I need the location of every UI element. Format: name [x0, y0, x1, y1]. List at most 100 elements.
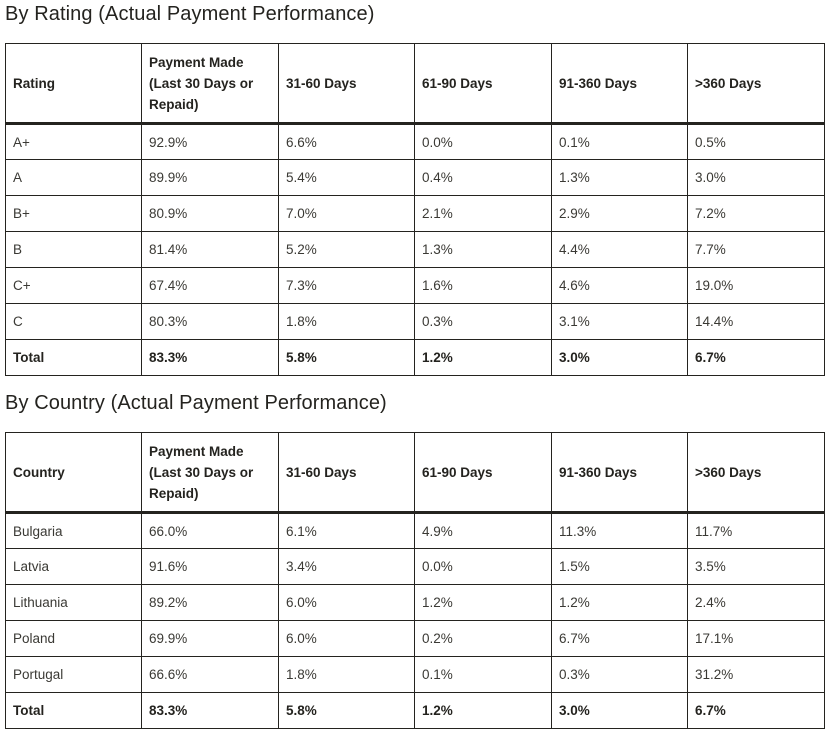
cell-payment-made: 92.9% — [141, 123, 279, 160]
cell-31-60-days: 1.8% — [278, 656, 415, 693]
table-row: B+ 80.9% 7.0% 2.1% 2.9% 7.2% — [5, 195, 825, 232]
cell-61-90-days: 0.4% — [414, 159, 552, 196]
total-over-360-days: 6.7% — [687, 692, 825, 729]
table-row: B 81.4% 5.2% 1.3% 4.4% 7.7% — [5, 231, 825, 268]
column-header-61-90-days: 61-90 Days — [414, 43, 552, 125]
column-header-over-360-days: >360 Days — [687, 432, 825, 514]
cell-61-90-days: 0.1% — [414, 656, 552, 693]
column-header-over-360-days: >360 Days — [687, 43, 825, 125]
cell-61-90-days: 2.1% — [414, 195, 552, 232]
table-row: Poland 69.9% 6.0% 0.2% 6.7% 17.1% — [5, 620, 825, 657]
cell-31-60-days: 7.3% — [278, 267, 415, 304]
cell-over-360-days: 17.1% — [687, 620, 825, 657]
country-section-title: By Country (Actual Payment Performance) — [5, 392, 387, 414]
cell-31-60-days: 5.4% — [278, 159, 415, 196]
cell-payment-made: 89.2% — [141, 584, 279, 621]
table-header-row: Rating Payment Made (Last 30 Days or Rep… — [5, 43, 825, 125]
total-over-360-days: 6.7% — [687, 339, 825, 376]
table-row: C 80.3% 1.8% 0.3% 3.1% 14.4% — [5, 303, 825, 340]
cell-over-360-days: 3.0% — [687, 159, 825, 196]
cell-91-360-days: 4.4% — [551, 231, 688, 268]
cell-61-90-days: 0.0% — [414, 123, 552, 160]
cell-91-360-days: 1.5% — [551, 548, 688, 585]
cell-91-360-days: 1.3% — [551, 159, 688, 196]
row-label: Lithuania — [5, 584, 142, 621]
cell-61-90-days: 1.3% — [414, 231, 552, 268]
column-header-31-60-days: 31-60 Days — [278, 432, 415, 514]
cell-payment-made: 67.4% — [141, 267, 279, 304]
table-row: Bulgaria 66.0% 6.1% 4.9% 11.3% 11.7% — [5, 512, 825, 549]
cell-over-360-days: 3.5% — [687, 548, 825, 585]
cell-91-360-days: 6.7% — [551, 620, 688, 657]
cell-91-360-days: 11.3% — [551, 512, 688, 549]
row-label: Poland — [5, 620, 142, 657]
column-header-payment-made: Payment Made (Last 30 Days or Repaid) — [141, 432, 279, 514]
table-row: Latvia 91.6% 3.4% 0.0% 1.5% 3.5% — [5, 548, 825, 585]
cell-91-360-days: 0.1% — [551, 123, 688, 160]
table-row: C+ 67.4% 7.3% 1.6% 4.6% 19.0% — [5, 267, 825, 304]
cell-31-60-days: 5.2% — [278, 231, 415, 268]
table-row: Lithuania 89.2% 6.0% 1.2% 1.2% 2.4% — [5, 584, 825, 621]
cell-91-360-days: 0.3% — [551, 656, 688, 693]
total-payment-made: 83.3% — [141, 339, 279, 376]
total-61-90-days: 1.2% — [414, 692, 552, 729]
cell-31-60-days: 7.0% — [278, 195, 415, 232]
cell-over-360-days: 19.0% — [687, 267, 825, 304]
cell-payment-made: 89.9% — [141, 159, 279, 196]
cell-91-360-days: 3.1% — [551, 303, 688, 340]
cell-61-90-days: 1.6% — [414, 267, 552, 304]
cell-61-90-days: 0.0% — [414, 548, 552, 585]
cell-31-60-days: 6.0% — [278, 620, 415, 657]
total-31-60-days: 5.8% — [278, 692, 415, 729]
row-label: Bulgaria — [5, 512, 142, 549]
cell-31-60-days: 6.6% — [278, 123, 415, 160]
table-row: Portugal 66.6% 1.8% 0.1% 0.3% 31.2% — [5, 656, 825, 693]
cell-over-360-days: 14.4% — [687, 303, 825, 340]
table-header-row: Country Payment Made (Last 30 Days or Re… — [5, 432, 825, 514]
cell-payment-made: 66.6% — [141, 656, 279, 693]
country-performance-table: Country Payment Made (Last 30 Days or Re… — [5, 432, 825, 729]
cell-payment-made: 80.9% — [141, 195, 279, 232]
cell-91-360-days: 4.6% — [551, 267, 688, 304]
cell-61-90-days: 0.3% — [414, 303, 552, 340]
total-row: Total 83.3% 5.8% 1.2% 3.0% 6.7% — [5, 692, 825, 729]
row-label: B+ — [5, 195, 142, 232]
cell-payment-made: 81.4% — [141, 231, 279, 268]
cell-over-360-days: 2.4% — [687, 584, 825, 621]
cell-payment-made: 91.6% — [141, 548, 279, 585]
cell-31-60-days: 6.0% — [278, 584, 415, 621]
cell-31-60-days: 3.4% — [278, 548, 415, 585]
column-header-payment-made: Payment Made (Last 30 Days or Repaid) — [141, 43, 279, 125]
table-row: A 89.9% 5.4% 0.4% 1.3% 3.0% — [5, 159, 825, 196]
cell-61-90-days: 4.9% — [414, 512, 552, 549]
cell-over-360-days: 7.7% — [687, 231, 825, 268]
row-label: A+ — [5, 123, 142, 160]
table-row: A+ 92.9% 6.6% 0.0% 0.1% 0.5% — [5, 123, 825, 160]
cell-over-360-days: 31.2% — [687, 656, 825, 693]
column-header-61-90-days: 61-90 Days — [414, 432, 552, 514]
cell-payment-made: 80.3% — [141, 303, 279, 340]
cell-61-90-days: 0.2% — [414, 620, 552, 657]
cell-91-360-days: 2.9% — [551, 195, 688, 232]
row-label: C+ — [5, 267, 142, 304]
rating-section-title: By Rating (Actual Payment Performance) — [5, 3, 375, 25]
cell-payment-made: 66.0% — [141, 512, 279, 549]
cell-61-90-days: 1.2% — [414, 584, 552, 621]
total-91-360-days: 3.0% — [551, 339, 688, 376]
total-61-90-days: 1.2% — [414, 339, 552, 376]
cell-31-60-days: 1.8% — [278, 303, 415, 340]
cell-over-360-days: 0.5% — [687, 123, 825, 160]
column-header-rating: Rating — [5, 43, 142, 125]
total-31-60-days: 5.8% — [278, 339, 415, 376]
cell-payment-made: 69.9% — [141, 620, 279, 657]
cell-over-360-days: 7.2% — [687, 195, 825, 232]
cell-31-60-days: 6.1% — [278, 512, 415, 549]
row-label: Latvia — [5, 548, 142, 585]
total-label: Total — [5, 692, 142, 729]
column-header-31-60-days: 31-60 Days — [278, 43, 415, 125]
row-label: A — [5, 159, 142, 196]
column-header-91-360-days: 91-360 Days — [551, 432, 688, 514]
row-label: Portugal — [5, 656, 142, 693]
column-header-country: Country — [5, 432, 142, 514]
row-label: B — [5, 231, 142, 268]
